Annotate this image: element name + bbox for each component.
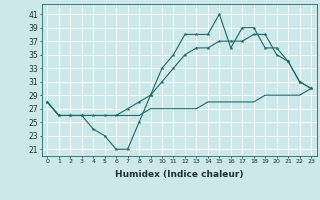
X-axis label: Humidex (Indice chaleur): Humidex (Indice chaleur) <box>115 170 244 179</box>
